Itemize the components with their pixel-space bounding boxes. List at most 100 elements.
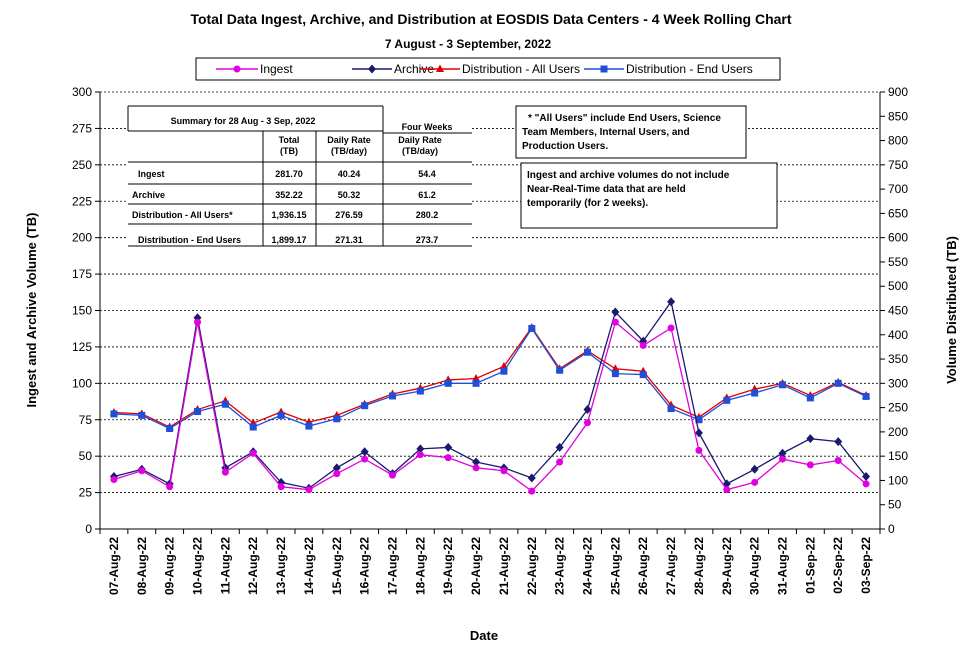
note-line: Production Users. xyxy=(522,141,608,152)
summary-row-label: Archive xyxy=(132,190,165,200)
data-point xyxy=(194,318,201,326)
data-point xyxy=(138,411,146,419)
data-point xyxy=(611,318,619,326)
summary-daily: 40.24 xyxy=(338,169,361,179)
y2-tick-label: 500 xyxy=(888,279,908,293)
legend-entry: Distribution - End Users xyxy=(584,62,753,76)
data-point xyxy=(751,389,759,397)
data-point xyxy=(444,442,453,452)
data-point xyxy=(110,410,118,418)
data-point xyxy=(166,483,174,491)
note-line: * "All Users" include End Users, Science xyxy=(528,113,721,124)
summary-row-label: Distribution - All Users* xyxy=(132,210,233,220)
gridlines xyxy=(100,91,880,493)
right-axis-ticks: 0 50 100 150 200 250 300 350 400 450 500 550 600 650 7… xyxy=(880,85,908,536)
data-point xyxy=(305,422,313,430)
x-tick-label: 21-Aug-22 xyxy=(497,537,511,595)
data-point xyxy=(862,472,871,482)
data-point xyxy=(639,371,647,379)
data-point xyxy=(695,446,703,454)
data-point xyxy=(472,379,480,387)
x-tick-label: 31-Aug-22 xyxy=(776,537,790,595)
col-four-unit: (TB/day) xyxy=(402,146,438,156)
legend-entry: Distribution - All Users xyxy=(420,62,580,76)
series-line xyxy=(113,327,867,430)
summary-header: Summary for 28 Aug - 3 Sep, 2022 xyxy=(171,116,316,126)
y2-tick-label: 300 xyxy=(888,376,908,390)
data-point xyxy=(862,480,870,488)
y2-tick-label: 750 xyxy=(888,158,908,172)
y2-axis-label: Volume Distributed (TB) xyxy=(944,236,959,384)
data-point xyxy=(778,448,787,458)
data-point xyxy=(333,470,341,478)
data-point xyxy=(110,475,118,483)
y-tick-label: 25 xyxy=(79,486,93,500)
legend-label: Ingest xyxy=(260,62,293,76)
x-tick-label: 07-Aug-22 xyxy=(107,537,121,595)
summary-four-week: 273.7 xyxy=(416,235,439,245)
summary-four-week: 54.4 xyxy=(418,169,436,179)
data-point xyxy=(806,394,814,402)
y-tick-label: 150 xyxy=(72,304,92,318)
y2-tick-label: 150 xyxy=(888,449,908,463)
data-point xyxy=(138,467,146,475)
y2-tick-label: 650 xyxy=(888,206,908,220)
summary-total: 1,899.17 xyxy=(271,235,306,245)
data-point xyxy=(527,473,536,483)
left-axis-ticks: 0 25 50 75 100 125 150 175 200 225 250 275 300 xyxy=(72,85,100,536)
summary-daily: 50.32 xyxy=(338,190,361,200)
y-tick-label: 125 xyxy=(72,340,92,354)
y-axis-label: Ingest and Archive Volume (TB) xyxy=(24,212,39,407)
summary-row-label: Ingest xyxy=(138,169,165,179)
data-point xyxy=(500,367,508,375)
x-tick-label: 25-Aug-22 xyxy=(608,537,622,595)
y-tick-label: 100 xyxy=(72,376,92,390)
data-point xyxy=(333,415,341,423)
data-point xyxy=(667,405,675,413)
data-point xyxy=(611,370,619,378)
data-point xyxy=(221,400,229,408)
note-line: Team Members, Internal Users, and xyxy=(522,127,690,138)
x-tick-label: 29-Aug-22 xyxy=(720,537,734,595)
data-point xyxy=(723,396,731,404)
y-tick-label: 275 xyxy=(72,121,92,135)
y-tick-label: 200 xyxy=(72,231,92,245)
data-point xyxy=(639,341,647,349)
legend-marker xyxy=(600,65,608,73)
summary-total: 281.70 xyxy=(275,169,303,179)
y2-tick-label: 200 xyxy=(888,425,908,439)
x-tick-label: 14-Aug-22 xyxy=(302,537,316,595)
x-tick-label: 01-Sep-22 xyxy=(803,537,817,594)
summary-total: 1,936.15 xyxy=(271,210,306,220)
x-tick-label: 20-Aug-22 xyxy=(469,537,483,595)
data-point xyxy=(500,467,508,475)
data-point xyxy=(584,419,591,427)
chart-title: Total Data Ingest, Archive, and Distribu… xyxy=(190,11,791,27)
x-tick-label: 24-Aug-22 xyxy=(581,537,595,595)
chart-subtitle: 7 August - 3 September, 2022 xyxy=(385,37,552,51)
data-point xyxy=(750,464,759,474)
x-tick-label: 10-Aug-22 xyxy=(191,537,205,595)
data-point xyxy=(584,348,591,356)
data-point xyxy=(416,451,424,459)
data-point xyxy=(221,468,229,476)
x-tick-label: 26-Aug-22 xyxy=(636,537,650,595)
data-point xyxy=(667,324,675,332)
legend-label: Distribution - End Users xyxy=(626,62,753,76)
y-tick-label: 50 xyxy=(79,449,93,463)
col-total-unit: (TB) xyxy=(280,146,298,156)
legend: Ingest Archive Distribution - All Users Dis… xyxy=(195,57,781,81)
legend-marker xyxy=(233,65,241,73)
x-tick-label: 28-Aug-22 xyxy=(692,537,706,595)
note-line: Near-Real-Time data that are held xyxy=(527,184,686,195)
data-point xyxy=(528,487,536,495)
data-point xyxy=(444,379,452,387)
data-point xyxy=(305,486,313,494)
data-point xyxy=(416,387,424,395)
data-point xyxy=(834,379,842,387)
data-point xyxy=(332,463,341,473)
data-point xyxy=(834,437,843,447)
series-line xyxy=(113,300,867,489)
legend-marker xyxy=(368,64,376,74)
